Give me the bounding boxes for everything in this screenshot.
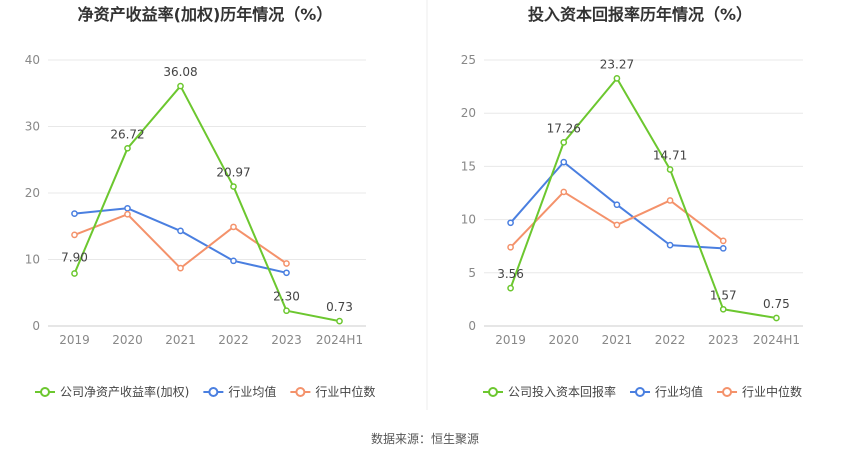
y-tick-label: 5	[468, 266, 476, 280]
data-point[interactable]	[719, 244, 727, 252]
x-tick-label: 2023	[708, 333, 739, 347]
data-point[interactable]	[719, 305, 727, 313]
legend-swatch-marker	[40, 387, 50, 397]
y-tick-label: 20	[25, 186, 40, 200]
data-point[interactable]	[666, 166, 674, 173]
series-line	[73, 85, 340, 323]
data-point[interactable]	[124, 144, 131, 152]
legend-label[interactable]: 行业中位数	[315, 384, 375, 399]
legend-label[interactable]: 公司净资产收益率(加权)	[60, 384, 189, 399]
x-tick-label: 2019	[495, 333, 526, 347]
data-point[interactable]	[507, 243, 514, 251]
y-tick-label: 0	[468, 319, 476, 333]
legend-label[interactable]: 公司投入资本回报率	[508, 384, 616, 399]
legend-swatch-marker	[722, 387, 733, 397]
data-point[interactable]	[560, 188, 568, 196]
y-tick-label: 40	[25, 53, 40, 67]
data-point[interactable]	[666, 241, 674, 249]
y-tick-label: 10	[461, 213, 476, 227]
data-point[interactable]	[560, 139, 568, 146]
data-point[interactable]	[613, 221, 621, 229]
series-line	[509, 77, 777, 320]
data-point[interactable]	[283, 269, 290, 277]
series-line	[74, 213, 288, 270]
x-tick-label: 2020	[548, 333, 579, 347]
data-point[interactable]	[230, 183, 237, 190]
data-point[interactable]	[177, 82, 184, 90]
x-tick-label: 2020	[112, 333, 143, 347]
roic-chart: 投入资本回报率历年情况（%） 0 5 10 15 20 25 2019 2020 2021 2022…	[461, 5, 803, 399]
data-point[interactable]	[613, 201, 621, 209]
x-tick-label: 2024H1	[753, 333, 800, 347]
chart-title: 净资产收益率(加权)历年情况（%）	[78, 5, 333, 24]
y-tick-label: 20	[461, 106, 476, 120]
data-label: 0.75	[763, 297, 790, 311]
x-tick-label: 2021	[165, 333, 196, 347]
legend-swatch-marker	[635, 387, 646, 397]
data-label: 1.57	[710, 288, 737, 302]
data-label: 26.72	[110, 127, 144, 141]
data-point[interactable]	[283, 307, 290, 315]
data-point[interactable]	[560, 158, 568, 166]
data-label: 23.27	[600, 57, 634, 71]
legend-swatch-marker	[208, 387, 219, 397]
data-label: 17.26	[547, 121, 581, 135]
chart-title: 投入资本回报率历年情况（%）	[528, 5, 752, 24]
x-tick-label: 2019	[59, 333, 90, 347]
data-point[interactable]	[283, 260, 290, 267]
data-point[interactable]	[177, 227, 184, 235]
y-tick-label: 30	[25, 120, 40, 134]
roe-chart: 净资产收益率(加权)历年情况（%） 0 10 20 30 40 2019 2020 2021 20…	[25, 5, 376, 399]
data-point[interactable]	[507, 284, 514, 292]
legend-label[interactable]: 行业均值	[655, 384, 703, 399]
y-tick-label: 15	[461, 159, 476, 173]
x-tick-label: 2021	[602, 333, 633, 347]
x-tick-label: 2022	[655, 333, 686, 347]
data-point[interactable]	[613, 75, 621, 82]
data-point[interactable]	[666, 197, 674, 204]
data-point[interactable]	[230, 223, 237, 231]
data-point[interactable]	[71, 210, 78, 217]
data-label: 2.30	[273, 290, 300, 304]
y-tick-label: 0	[32, 319, 40, 333]
data-point[interactable]	[507, 219, 514, 227]
data-point[interactable]	[71, 231, 78, 239]
x-tick-label: 2023	[271, 333, 302, 347]
legend-swatch-marker	[488, 387, 498, 397]
legend-swatch-marker	[295, 387, 306, 397]
data-point[interactable]	[177, 264, 184, 272]
legend-label[interactable]: 行业中位数	[742, 384, 802, 399]
data-label: 36.08	[163, 65, 197, 79]
y-tick-label: 25	[461, 53, 476, 67]
data-point[interactable]	[336, 317, 343, 325]
data-point[interactable]	[230, 257, 237, 265]
data-point[interactable]	[124, 210, 131, 218]
data-point[interactable]	[719, 237, 727, 245]
y-tick-label: 10	[25, 253, 40, 267]
data-label: 14.71	[653, 148, 687, 162]
legend-label[interactable]: 行业均值	[228, 384, 276, 399]
data-point[interactable]	[773, 314, 780, 322]
data-label: 3.56	[497, 267, 524, 281]
x-tick-label: 2024H1	[316, 333, 363, 347]
data-label: 20.97	[216, 166, 250, 180]
data-label: 7.90	[61, 250, 88, 264]
data-label: 0.73	[326, 300, 353, 314]
data-source-note: 数据来源：恒生聚源	[370, 432, 479, 446]
data-point[interactable]	[124, 204, 131, 212]
data-point[interactable]	[71, 270, 78, 277]
x-tick-label: 2022	[218, 333, 249, 347]
